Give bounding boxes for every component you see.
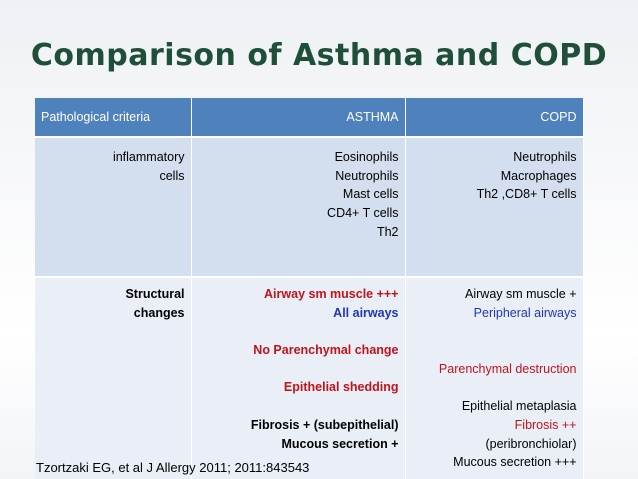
asthma-cell: Eosinophils Neutrophils Mast cells CD4+ … [191,136,406,277]
criteria-line: Structural [125,287,185,301]
copd-cell: Neutrophils Macrophages Th2 ,CD8+ T cell… [405,136,584,277]
spacer [412,378,577,397]
copd-cell-line: Epithelial metaplasia [461,399,577,414]
criteria-cell: Structural changes [35,276,192,479]
citation: Tzortzaki EG, et al J Allergy 2011; 2011… [36,460,310,475]
asthma-cell-line: Mucous secretion + [281,436,399,451]
spacer [412,322,577,341]
criteria-line: cells [159,168,185,183]
criteria-line: changes [133,305,185,320]
asthma-cell-line: Neutrophils [335,168,399,183]
asthma-cell: Airway sm muscle +++ All airways No Pare… [191,276,406,479]
asthma-cell-line: Th2 [376,224,399,239]
spacer [198,397,399,416]
criteria-line: inflammatory [112,150,185,164]
copd-cell-line: Mucous secretion +++ [453,455,577,470]
copd-cell-line: (peribronchiolar) [485,436,577,451]
comparison-table: Pathological criteria ASTHMA COPD inflam… [35,98,584,479]
asthma-cell-line: Mast cells [342,187,399,202]
copd-cell-line: Neutrophils [513,150,577,164]
asthma-cell-line: Airway sm muscle +++ [264,287,399,301]
criteria-cell: inflammatory cells [35,136,192,277]
copd-cell-line: Th2 ,CD8+ T cells [476,187,577,202]
spacer [198,322,399,341]
copd-cell-line: Peripheral airways [473,305,577,320]
table-header-row: Pathological criteria ASTHMA COPD [35,98,584,137]
spacer [412,341,577,360]
header-asthma: ASTHMA [191,98,406,137]
copd-cell-line: Airway sm muscle + [465,287,577,301]
copd-cell-line: Macrophages [500,168,577,183]
asthma-cell-line: CD4+ T cells [327,206,399,221]
copd-cell: Airway sm muscle + Peripheral airways Pa… [405,276,584,479]
asthma-cell-line: No Parenchymal change [253,343,399,358]
asthma-cell-line: Epithelial shedding [283,380,399,395]
spacer [198,360,399,379]
copd-cell-line: Fibrosis ++ [514,417,577,432]
asthma-cell-line: Fibrosis + (subepithelial) [250,417,399,432]
header-pathological-criteria: Pathological criteria [35,98,192,137]
header-copd: COPD [405,98,584,137]
copd-cell-line: Parenchymal destruction [438,361,577,376]
asthma-cell-line: Eosinophils [334,150,399,164]
asthma-cell-line: All airways [333,305,399,320]
table-row-structural-changes: Structural changes Airway sm muscle +++ … [35,276,584,479]
table-row-inflammatory-cells: inflammatory cells Eosinophils Neutrophi… [35,136,584,277]
slide-title: Comparison of Asthma and COPD [30,38,608,73]
